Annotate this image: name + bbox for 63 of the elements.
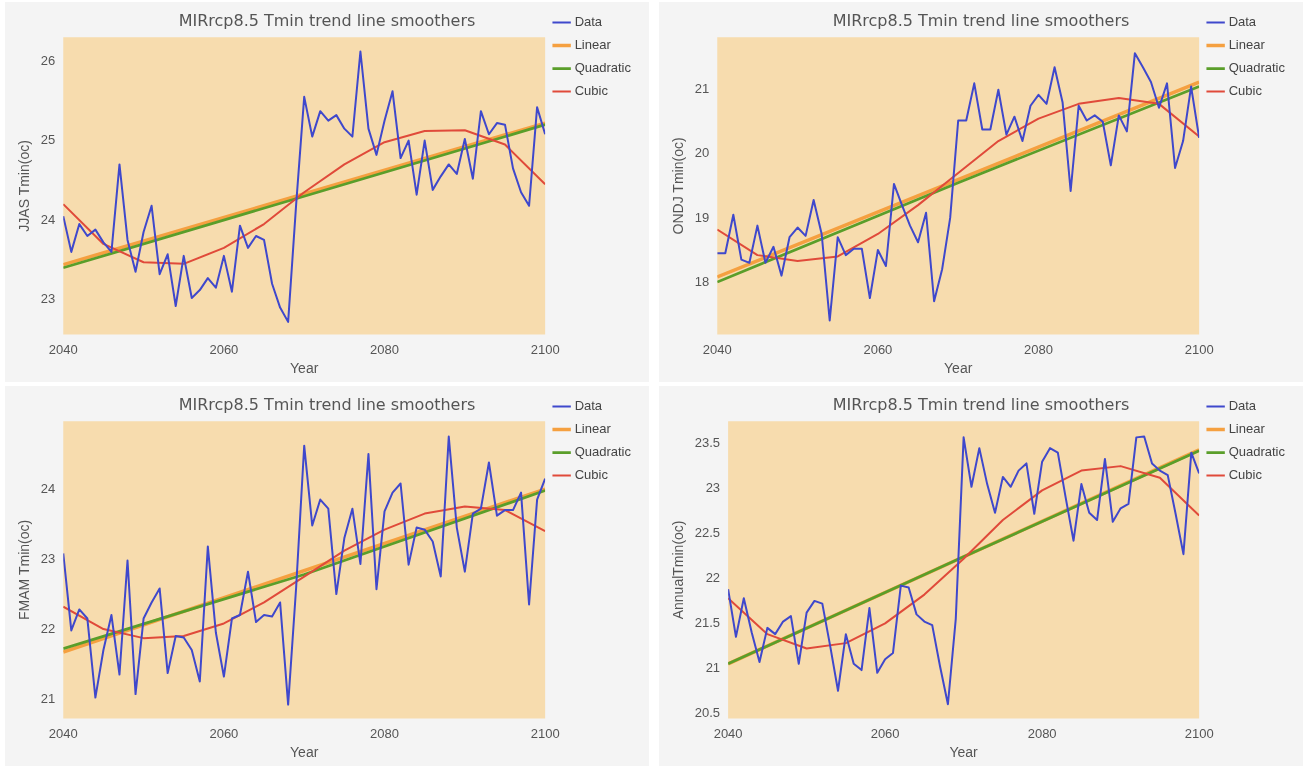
legend-label: Quadratic bbox=[1228, 60, 1286, 76]
x-tick-label: 2080 bbox=[370, 341, 399, 357]
x-tick-label: 2040 bbox=[48, 341, 78, 357]
x-tick-label: 2060 bbox=[863, 341, 893, 357]
legend-label: Data bbox=[574, 398, 603, 414]
x-tick-label: 2060 bbox=[870, 725, 900, 741]
y-tick-label: 25 bbox=[40, 132, 56, 148]
x-tick-label: 2100 bbox=[530, 725, 560, 741]
y-axis-title: FMAM Tmin(oc) bbox=[16, 519, 33, 620]
legend-label: Cubic bbox=[1228, 83, 1263, 99]
y-tick-label: 23 bbox=[705, 480, 721, 496]
chart-title: MIRrcp8.5 Tmin trend line smoothers bbox=[832, 394, 1130, 414]
y-tick-label: 22 bbox=[40, 620, 56, 636]
x-tick-label: 2040 bbox=[702, 341, 732, 357]
x-axis-title: Year bbox=[290, 744, 319, 761]
y-tick-label: 20.5 bbox=[694, 704, 721, 720]
legend-label: Quadratic bbox=[574, 444, 632, 460]
legend-label: Quadratic bbox=[1228, 444, 1286, 460]
x-axis-title: Year bbox=[290, 360, 319, 377]
legend-label: Linear bbox=[574, 421, 612, 437]
y-tick-label: 24 bbox=[40, 480, 56, 496]
y-tick-label: 21.5 bbox=[694, 614, 721, 630]
x-tick-label: 2060 bbox=[209, 341, 239, 357]
y-axis-title: JJAS Tmin(oc) bbox=[16, 140, 33, 232]
legend-label: Quadratic bbox=[574, 60, 632, 76]
chart-title: MIRrcp8.5 Tmin trend line smoothers bbox=[832, 10, 1130, 30]
y-tick-label: 20 bbox=[694, 145, 710, 161]
x-tick-label: 2100 bbox=[530, 341, 560, 357]
y-tick-label: 21 bbox=[40, 690, 56, 706]
x-tick-label: 2040 bbox=[48, 725, 78, 741]
chart-title: MIRrcp8.5 Tmin trend line smoothers bbox=[178, 394, 476, 414]
legend-label: Cubic bbox=[574, 467, 609, 483]
x-tick-label: 2080 bbox=[370, 725, 399, 741]
x-tick-label: 2100 bbox=[1184, 725, 1214, 741]
x-tick-label: 2060 bbox=[209, 725, 239, 741]
y-tick-label: 22.5 bbox=[694, 525, 721, 541]
y-tick-label: 18 bbox=[694, 273, 710, 289]
x-tick-label: 2080 bbox=[1027, 725, 1057, 741]
x-tick-label: 2080 bbox=[1024, 341, 1053, 357]
legend-label: Data bbox=[1228, 14, 1257, 30]
y-tick-label: 24 bbox=[40, 211, 56, 227]
x-tick-label: 2040 bbox=[713, 725, 743, 741]
legend-label: Linear bbox=[574, 37, 612, 53]
x-tick-label: 2100 bbox=[1184, 341, 1214, 357]
legend-label: Data bbox=[1228, 398, 1257, 414]
y-tick-label: 23.5 bbox=[694, 435, 721, 451]
legend-label: Linear bbox=[1228, 421, 1266, 437]
y-tick-label: 22 bbox=[705, 570, 721, 586]
y-tick-label: 23 bbox=[40, 291, 56, 307]
chart-title: MIRrcp8.5 Tmin trend line smoothers bbox=[178, 10, 476, 30]
x-axis-title: Year bbox=[949, 744, 979, 761]
y-axis-title: AnnualTmin(oc) bbox=[670, 520, 687, 620]
y-tick-label: 23 bbox=[40, 550, 56, 566]
y-tick-label: 26 bbox=[40, 52, 56, 68]
x-axis-title: Year bbox=[944, 360, 973, 377]
y-axis-title: ONDJ Tmin(oc) bbox=[670, 137, 687, 235]
legend-label: Linear bbox=[1228, 37, 1266, 53]
y-tick-label: 21 bbox=[705, 659, 721, 675]
y-tick-label: 19 bbox=[694, 209, 710, 225]
legend-label: Data bbox=[574, 14, 603, 30]
legend-label: Cubic bbox=[1228, 467, 1263, 483]
legend-label: Cubic bbox=[574, 83, 609, 99]
y-tick-label: 21 bbox=[694, 81, 710, 97]
